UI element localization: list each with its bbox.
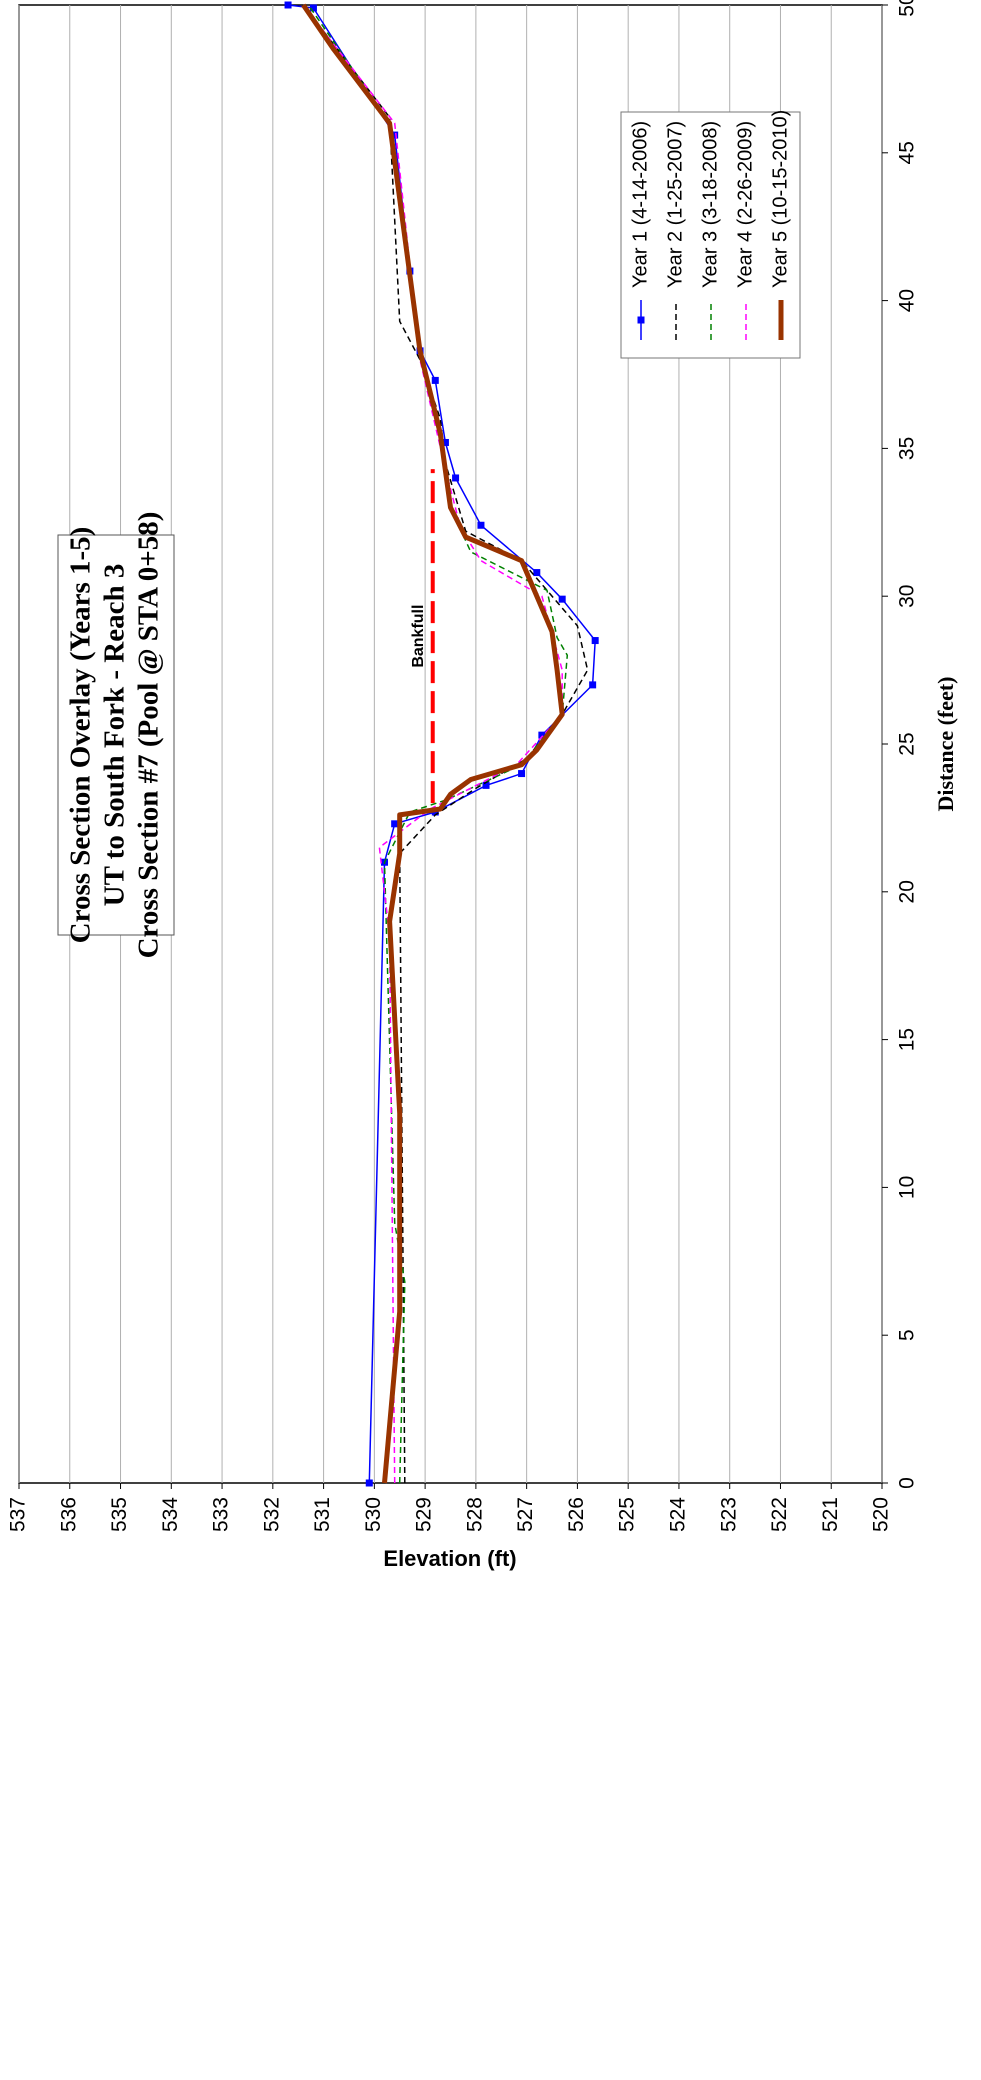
x-tick-label: 50 bbox=[896, 0, 919, 17]
x-tick-label: 45 bbox=[896, 141, 919, 164]
series-line bbox=[301, 3, 565, 1484]
series-line bbox=[307, 4, 569, 1484]
legend-box bbox=[620, 111, 801, 359]
series-marker bbox=[589, 681, 597, 689]
series-marker bbox=[284, 1, 292, 9]
series-marker bbox=[365, 1479, 373, 1487]
y-tick-label: 520 bbox=[870, 1497, 893, 1532]
series-marker bbox=[518, 770, 526, 778]
x-tick-label: 30 bbox=[896, 585, 919, 608]
series-marker bbox=[477, 521, 485, 529]
bankfull-label: Bankfull bbox=[410, 605, 427, 668]
y-tick-label: 521 bbox=[819, 1497, 842, 1532]
y-tick-label: 535 bbox=[108, 1497, 131, 1532]
y-tick-label: 522 bbox=[768, 1497, 791, 1532]
x-axis-title: Distance (feet) bbox=[933, 677, 958, 812]
legend-label: Year 3 (3-18-2008) bbox=[699, 121, 721, 288]
y-tick-label: 536 bbox=[57, 1497, 80, 1532]
y-axis-title: Elevation (ft) bbox=[383, 1546, 516, 1571]
chart-title: UT to South Fork - Reach 3 bbox=[99, 564, 131, 907]
chart-title: Cross Section Overlay (Years 1-5) bbox=[65, 527, 97, 944]
series-marker bbox=[431, 376, 439, 384]
series-line bbox=[302, 4, 589, 1484]
x-tick-label: 5 bbox=[896, 1329, 919, 1341]
x-tick-label: 40 bbox=[896, 289, 919, 312]
title-box bbox=[57, 534, 175, 936]
series-marker bbox=[558, 595, 566, 603]
y-tick-label: 530 bbox=[362, 1497, 385, 1532]
y-tick-label: 527 bbox=[514, 1497, 537, 1532]
x-tick-label: 0 bbox=[896, 1477, 919, 1489]
series-marker bbox=[591, 637, 599, 645]
legend-label: Year 2 (1-25-2007) bbox=[664, 121, 686, 288]
y-tick-label: 524 bbox=[666, 1497, 689, 1532]
legend-label: Year 1 (4-14-2006) bbox=[629, 121, 651, 288]
y-tick-label: 534 bbox=[159, 1497, 182, 1532]
y-tick-label: 529 bbox=[413, 1497, 436, 1532]
series-marker bbox=[533, 569, 541, 577]
y-tick-label: 526 bbox=[565, 1497, 588, 1532]
rotated-chart: Cross Section Overlay (Years 1-5) UT to … bbox=[7, 0, 959, 1571]
y-tick-label: 523 bbox=[717, 1497, 740, 1532]
legend-marker bbox=[637, 316, 645, 324]
y-tick-label: 528 bbox=[463, 1497, 486, 1532]
y-tick-label: 531 bbox=[311, 1497, 334, 1532]
x-tick-label: 35 bbox=[896, 437, 919, 460]
x-tick-label: 20 bbox=[896, 880, 919, 903]
legend-label: Year 5 (10-15-2010) bbox=[769, 110, 791, 288]
x-tick-label: 25 bbox=[896, 732, 919, 755]
chart-title: Cross Section #7 (Pool @ STA 0+58) bbox=[133, 512, 165, 959]
x-tick-label: 15 bbox=[896, 1028, 919, 1051]
y-tick-label: 532 bbox=[260, 1497, 283, 1532]
x-tick-label: 10 bbox=[896, 1176, 919, 1199]
series-marker bbox=[452, 474, 460, 482]
y-tick-label: 537 bbox=[7, 1497, 30, 1532]
legend-label: Year 4 (2-26-2009) bbox=[734, 121, 756, 288]
y-tick-label: 525 bbox=[616, 1497, 639, 1532]
series-marker bbox=[391, 820, 399, 828]
y-tick-label: 533 bbox=[210, 1497, 233, 1532]
